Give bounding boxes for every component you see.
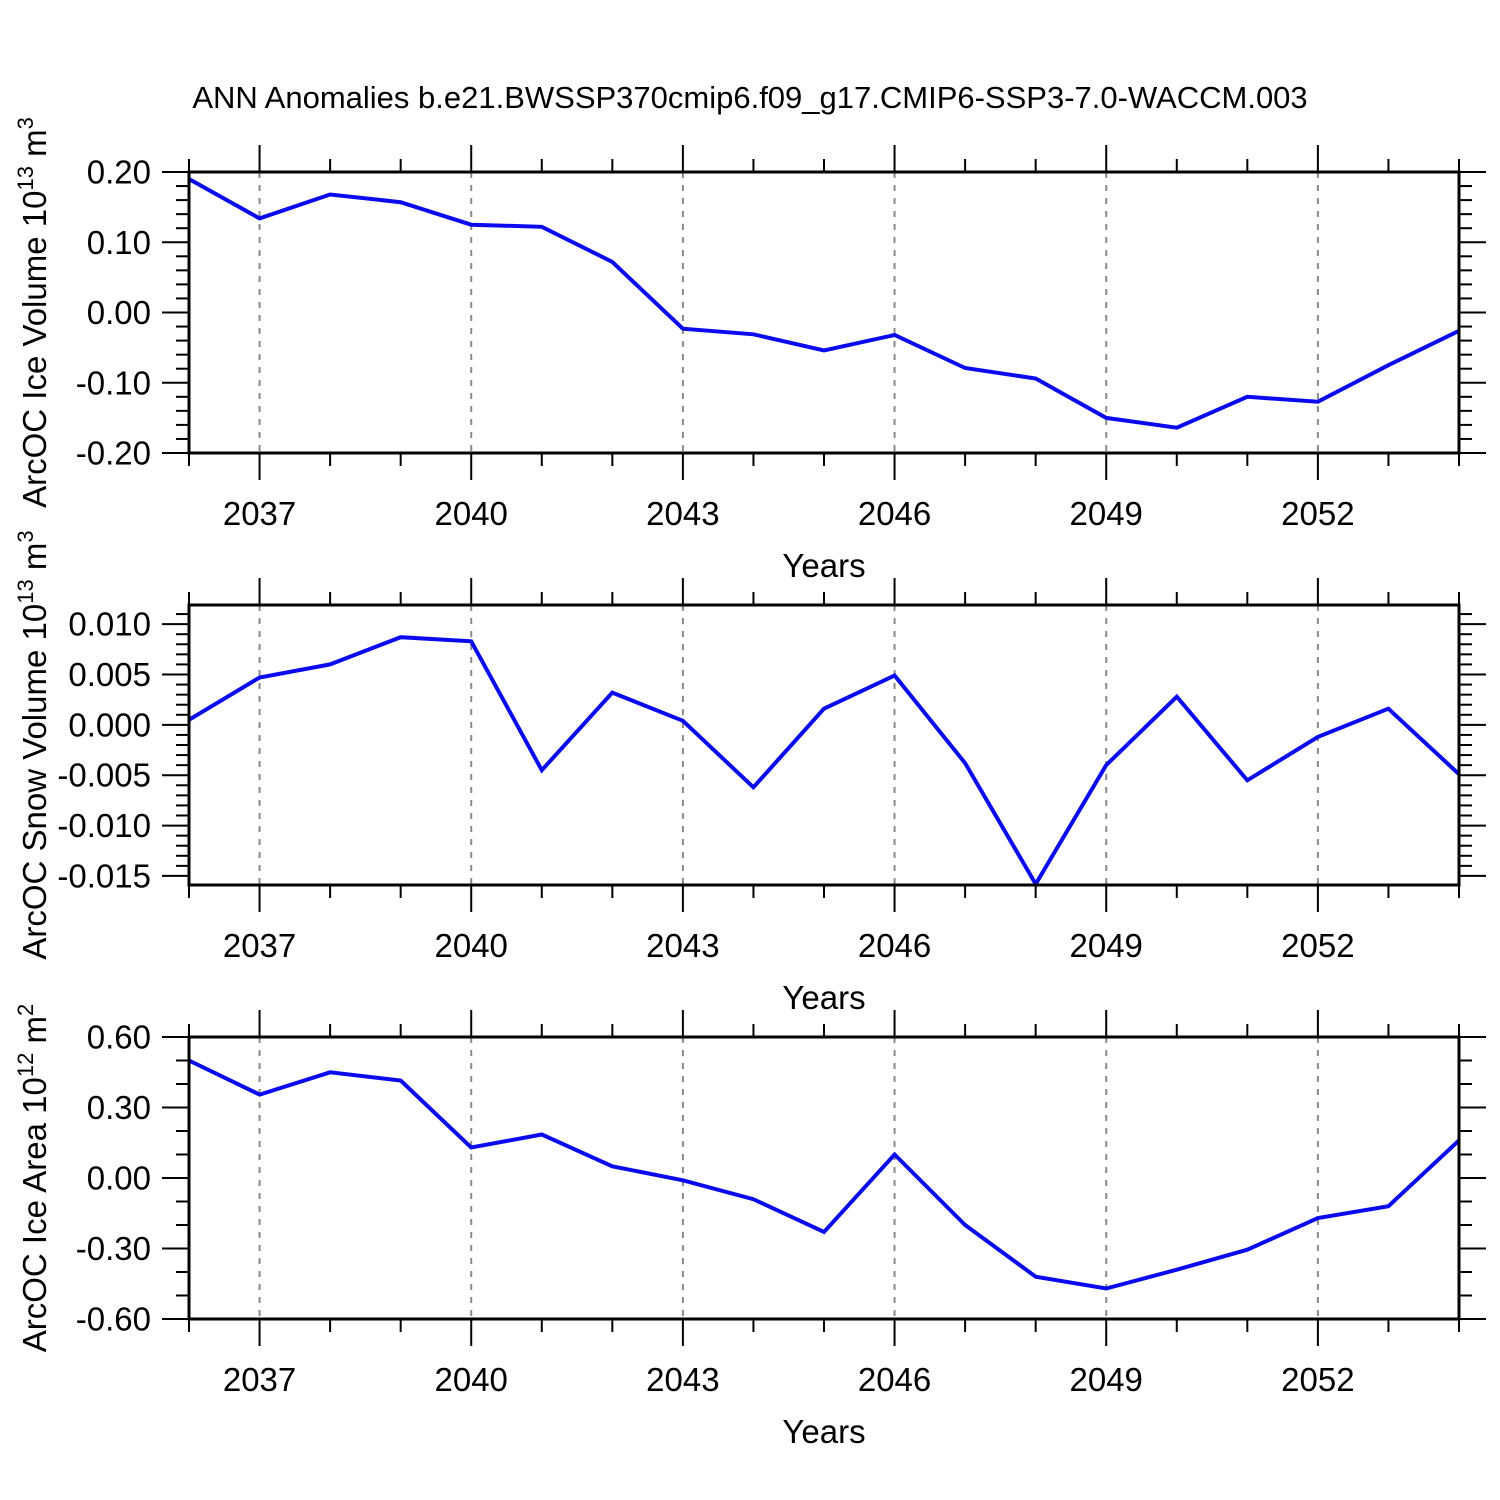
x-tick-label: 2037	[223, 1361, 296, 1398]
x-tick-label: 2049	[1070, 927, 1143, 964]
y-tick-label: 0.00	[87, 294, 151, 331]
series-line	[187, 635, 1461, 888]
y-tick-label: 0.010	[68, 606, 151, 643]
x-tick-label: 2037	[223, 927, 296, 964]
x-tick-labels: 2037 2040 2043 2046 2049 2052	[223, 927, 1355, 964]
y-tick-label: 0.000	[68, 706, 151, 743]
y-axis-title: ArcOC Snow Volume 1013 m3	[13, 530, 53, 959]
x-tick-label: 2040	[435, 927, 508, 964]
y-tick-label: -0.20	[76, 435, 151, 472]
x-tick-label: 2043	[646, 495, 719, 532]
x-tick-label: 2037	[223, 495, 296, 532]
y-tick-label: -0.10	[76, 364, 151, 401]
axis-ticks	[162, 578, 1486, 912]
x-tick-label: 2052	[1281, 1361, 1354, 1398]
chart-2: 0.010 0.005 0.000 -0.005 -0.010 -0.015 2037 204…	[13, 530, 1486, 1016]
x-axis-title: Years	[782, 547, 865, 584]
x-axis-title: Years	[782, 1413, 865, 1450]
y-tick-label: 0.10	[87, 224, 151, 261]
series-line	[188, 177, 1460, 430]
x-tick-label: 2052	[1281, 927, 1354, 964]
x-tick-label: 2046	[858, 1361, 931, 1398]
gridlines	[258, 1037, 1319, 1319]
x-tick-label: 2049	[1070, 495, 1143, 532]
x-tick-label: 2052	[1281, 495, 1354, 532]
plot-frame	[187, 170, 1461, 455]
y-axis-title: ArcOC Ice Area 1012 m2	[13, 1004, 53, 1353]
x-tick-label: 2043	[646, 1361, 719, 1398]
x-tick-label: 2049	[1070, 1361, 1143, 1398]
x-tick-labels: 2037 2040 2043 2046 2049 2052	[223, 1361, 1355, 1398]
series-line	[188, 1058, 1461, 1291]
y-tick-label: 0.20	[87, 154, 151, 191]
gridlines	[258, 172, 1319, 453]
x-tick-label: 2040	[435, 495, 508, 532]
y-tick-label: -0.010	[57, 807, 151, 844]
y-tick-label: -0.005	[57, 757, 151, 794]
axis-ticks	[162, 145, 1486, 480]
y-tick-labels: 0.20 0.10 0.00 -0.10 -0.20	[76, 154, 151, 472]
x-tick-label: 2043	[646, 927, 719, 964]
y-tick-label: -0.60	[76, 1301, 151, 1338]
x-tick-labels: 2037 2040 2043 2046 2049 2052	[223, 495, 1355, 532]
y-tick-label: 0.60	[87, 1019, 151, 1056]
y-tick-labels: 0.010 0.005 0.000 -0.005 -0.010 -0.015	[57, 606, 151, 895]
figure-title: ANN Anomalies b.e21.BWSSP370cmip6.f09_g1…	[192, 80, 1308, 115]
y-tick-label: 0.005	[68, 656, 151, 693]
y-tick-label: 0.30	[87, 1089, 151, 1126]
axis-ticks	[162, 1010, 1486, 1346]
y-tick-labels: 0.60 0.30 0.00 -0.30 -0.60	[76, 1019, 151, 1338]
x-tick-label: 2046	[858, 495, 931, 532]
x-tick-label: 2040	[435, 1361, 508, 1398]
y-axis-title: ArcOC Ice Volume 1013 m3	[13, 117, 53, 508]
y-tick-label: 0.00	[87, 1160, 151, 1197]
y-tick-label: -0.015	[57, 857, 151, 894]
x-tick-label: 2046	[858, 927, 931, 964]
x-axis-title: Years	[782, 979, 865, 1016]
y-tick-label: -0.30	[76, 1230, 151, 1267]
